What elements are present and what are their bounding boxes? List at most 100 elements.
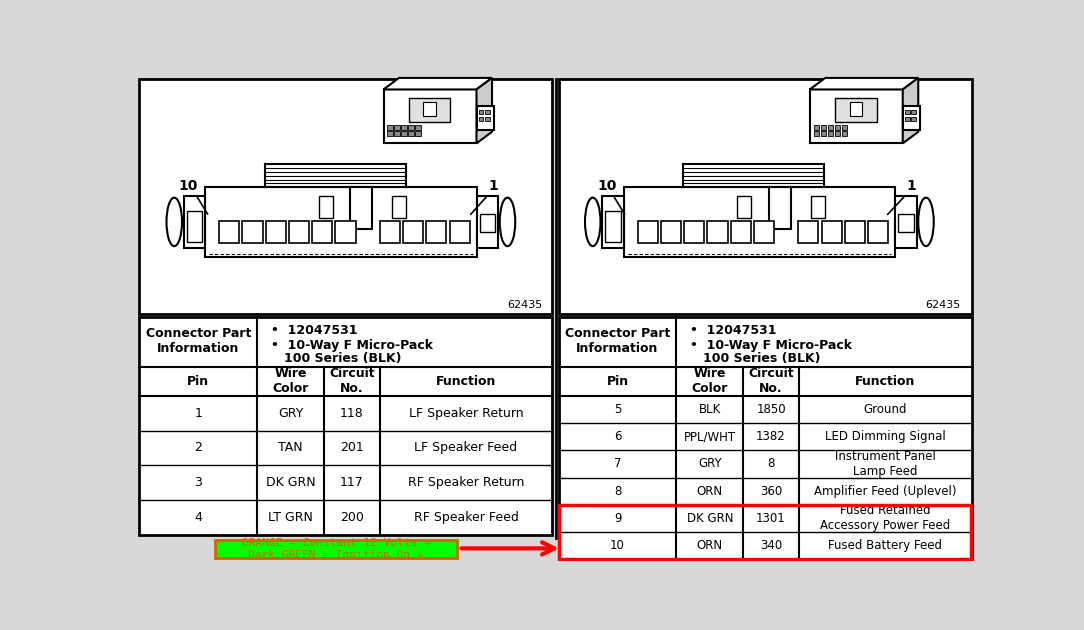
Bar: [661, 221, 681, 243]
Bar: [868, 221, 888, 243]
Bar: [899, 214, 914, 232]
Bar: [895, 196, 917, 248]
Text: 100 Series (BLK): 100 Series (BLK): [284, 352, 401, 365]
Bar: [637, 221, 658, 243]
Bar: [243, 221, 262, 243]
Text: 360: 360: [760, 484, 783, 498]
Bar: [426, 221, 447, 243]
Text: 118: 118: [340, 407, 363, 420]
Bar: [216, 540, 457, 558]
Text: ORN: ORN: [697, 484, 723, 498]
Text: 9: 9: [614, 512, 621, 525]
Bar: [912, 110, 916, 114]
Text: Pin: Pin: [606, 375, 629, 388]
Text: ORANGE = Constant 12 Volts +
Dark GREEN = Ignition On +: ORANGE = Constant 12 Volts + Dark GREEN …: [242, 538, 430, 559]
Bar: [708, 221, 727, 243]
Text: Wire
Color: Wire Color: [272, 367, 309, 395]
Bar: [731, 221, 751, 243]
Text: Ground: Ground: [864, 403, 907, 416]
Text: 1: 1: [906, 178, 916, 193]
Bar: [835, 131, 840, 135]
Bar: [558, 317, 971, 559]
Ellipse shape: [585, 198, 601, 246]
Bar: [835, 98, 877, 122]
Text: LF Speaker Return: LF Speaker Return: [409, 407, 524, 420]
Text: Circuit
No.: Circuit No.: [748, 367, 793, 395]
Text: RF Speaker Feed: RF Speaker Feed: [414, 511, 518, 524]
Text: •  10-Way F Micro-Pack: • 10-Way F Micro-Pack: [271, 340, 434, 352]
Bar: [623, 187, 895, 256]
Text: 8: 8: [767, 457, 775, 471]
Text: GRY: GRY: [278, 407, 304, 420]
Bar: [409, 131, 414, 135]
Polygon shape: [810, 89, 903, 144]
Bar: [140, 79, 553, 314]
Bar: [827, 131, 833, 135]
Bar: [409, 98, 451, 122]
Bar: [395, 125, 400, 130]
Bar: [485, 117, 490, 121]
Text: 62435: 62435: [507, 300, 542, 310]
Bar: [769, 187, 790, 229]
Bar: [387, 125, 392, 130]
Text: •  12047531: • 12047531: [691, 324, 777, 337]
Text: 5: 5: [614, 403, 621, 416]
Bar: [822, 221, 841, 243]
Bar: [401, 125, 406, 130]
Bar: [605, 211, 621, 242]
Bar: [266, 221, 286, 243]
Bar: [479, 214, 495, 232]
Text: GRY: GRY: [698, 457, 722, 471]
Bar: [821, 125, 826, 130]
Text: Instrument Panel
Lamp Feed: Instrument Panel Lamp Feed: [835, 450, 935, 478]
Bar: [485, 110, 490, 114]
Text: 1382: 1382: [757, 430, 786, 444]
Bar: [409, 125, 414, 130]
Bar: [289, 221, 309, 243]
Polygon shape: [477, 78, 492, 144]
Text: 1850: 1850: [757, 403, 786, 416]
Text: 4: 4: [194, 511, 203, 524]
Text: Wire
Color: Wire Color: [692, 367, 728, 395]
Bar: [798, 221, 818, 243]
Bar: [415, 125, 421, 130]
Bar: [312, 221, 333, 243]
Text: •  10-Way F Micro-Pack: • 10-Way F Micro-Pack: [691, 340, 852, 352]
Bar: [415, 131, 421, 135]
Bar: [814, 131, 820, 135]
Text: Fused Battery Feed: Fused Battery Feed: [828, 539, 942, 552]
Text: TAN: TAN: [279, 442, 302, 454]
Bar: [844, 221, 865, 243]
Text: 10: 10: [178, 178, 197, 193]
Polygon shape: [384, 89, 477, 144]
Text: Circuit
No.: Circuit No.: [328, 367, 375, 395]
Text: •  12047531: • 12047531: [271, 324, 358, 337]
Bar: [814, 125, 820, 130]
Bar: [319, 195, 333, 219]
Bar: [905, 110, 909, 114]
Text: BLK: BLK: [699, 403, 721, 416]
Text: Connector Part
Information: Connector Part Information: [565, 327, 670, 355]
Text: PPL/WHT: PPL/WHT: [684, 430, 736, 444]
Text: 6: 6: [614, 430, 621, 444]
Text: 201: 201: [340, 442, 363, 454]
Text: Connector Part
Information: Connector Part Information: [145, 327, 251, 355]
Text: 62435: 62435: [926, 300, 960, 310]
Bar: [183, 196, 205, 248]
Text: 1: 1: [488, 178, 498, 193]
Text: 7: 7: [614, 457, 621, 471]
Bar: [479, 110, 483, 114]
Text: DK GRN: DK GRN: [686, 512, 733, 525]
Bar: [477, 196, 499, 248]
Bar: [379, 221, 400, 243]
Text: DK GRN: DK GRN: [266, 476, 315, 489]
Text: 340: 340: [760, 539, 783, 552]
Bar: [912, 117, 916, 121]
Bar: [395, 131, 400, 135]
Text: Pin: Pin: [188, 375, 209, 388]
Bar: [186, 211, 202, 242]
Text: 10: 10: [597, 178, 617, 193]
Bar: [821, 131, 826, 135]
Polygon shape: [903, 78, 918, 144]
Text: RF Speaker Return: RF Speaker Return: [408, 476, 525, 489]
